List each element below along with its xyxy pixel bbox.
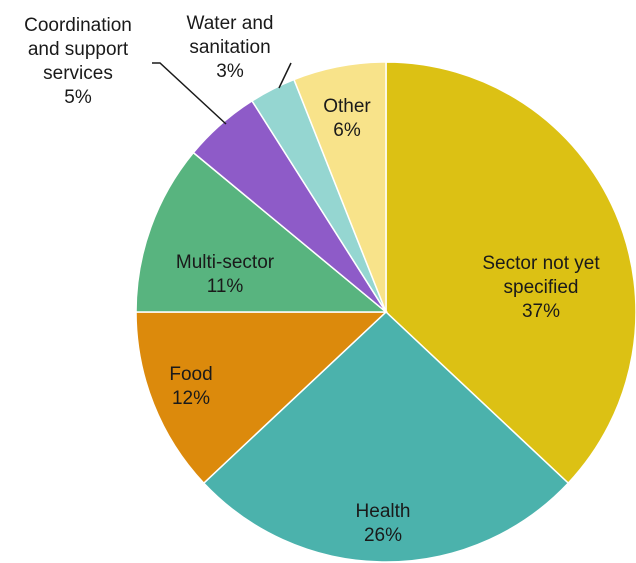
leader-line: [278, 62, 292, 89]
slice-name-label: Multi-sector: [176, 252, 275, 273]
slice-labels: Sector not yet specified 37% Health 26% Food 1…: [24, 13, 600, 546]
slice-label: Water and sanitation 3%: [187, 13, 274, 82]
slice-label: Food 12%: [169, 364, 212, 409]
pie-slice: [135, 151, 389, 313]
pie-slice: [292, 61, 387, 313]
slice-percent-label: 3%: [216, 61, 244, 82]
slice-percent-label: 37%: [522, 301, 560, 322]
slice-label: Coordination and support services 5%: [24, 15, 132, 108]
slice-label: Multi-sector 11%: [176, 252, 275, 297]
slice-name-label: and support: [28, 39, 129, 60]
slice-percent-label: 26%: [364, 525, 402, 546]
slice-name-label: Sector not yet: [482, 253, 600, 274]
slice-percent-label: 6%: [333, 120, 361, 141]
slice-label: Health 26%: [356, 501, 411, 546]
slice-name-label: Coordination: [24, 15, 132, 36]
leader-lines: [152, 62, 292, 125]
slice-name-label: services: [43, 63, 113, 84]
pie-slice: [385, 61, 636, 485]
slice-name-label: Health: [356, 501, 411, 522]
slice-label: Other 6%: [323, 96, 371, 141]
slice-name-label: sanitation: [189, 37, 270, 58]
slice-label: Sector not yet specified 37%: [482, 253, 600, 322]
slice-name-label: specified: [504, 277, 579, 298]
slice-percent-label: 12%: [172, 388, 210, 409]
pie-slices: [135, 61, 636, 563]
pie-slice: [135, 311, 388, 485]
slice-percent-label: 11%: [207, 276, 244, 297]
slice-name-label: Water and: [187, 13, 274, 34]
leader-line: [152, 62, 227, 125]
slice-percent-label: 5%: [64, 87, 92, 108]
slice-name-label: Other: [323, 96, 371, 117]
pie-slice: [202, 310, 570, 563]
slice-name-label: Food: [169, 364, 212, 385]
